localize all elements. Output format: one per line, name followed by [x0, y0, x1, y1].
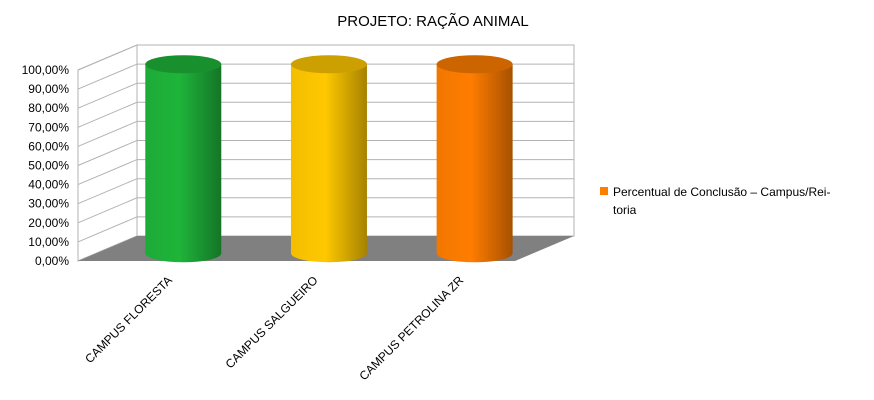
gridline: [77, 159, 574, 186]
legend-label-line-1: Percentual de Conclusão – Campus/Rei-: [613, 185, 830, 199]
legend-swatch: [600, 187, 608, 195]
x-axis: CAMPUS FLORESTA CAMPUS SALGUEIRO CAMPUS PE…: [82, 273, 466, 383]
y-tick-label: 0,00%: [35, 254, 69, 268]
legend: Percentual de Conclusão – Campus/Rei- to…: [600, 185, 830, 217]
gridline: [77, 197, 574, 224]
gridline: [77, 44, 574, 71]
y-tick-label: 60,00%: [28, 139, 69, 153]
y-axis: 0,00% 10,00% 20,00% 30,00% 40,00% 50,00% 60,00…: [22, 63, 70, 268]
gridline: [77, 140, 574, 166]
y-tick-label: 10,00%: [28, 235, 69, 249]
bar-top: [290, 55, 367, 74]
y-tick-label: 30,00%: [28, 197, 69, 211]
bar-3: [436, 55, 513, 263]
y-tick-label: 80,00%: [28, 101, 69, 115]
y-tick-label: 70,00%: [28, 120, 69, 134]
gridline: [77, 216, 574, 243]
x-category-label: CAMPUS SALGUEIRO: [223, 273, 321, 371]
bar-body: [290, 64, 367, 263]
bar-1: [145, 55, 222, 263]
y-tick-label: 20,00%: [28, 216, 69, 230]
gridline: [77, 101, 574, 128]
legend-label-line-2: toria: [613, 203, 637, 217]
y-tick-label: 100,00%: [22, 63, 70, 77]
x-category-label: CAMPUS FLORESTA: [82, 273, 175, 366]
gridline: [77, 120, 574, 147]
x-category-label: CAMPUS PETROLINA ZR: [356, 273, 466, 383]
gridline: [77, 63, 574, 90]
bars: [145, 55, 513, 263]
bar-2: [290, 55, 367, 263]
bar-body: [436, 64, 513, 263]
y-tick-label: 50,00%: [28, 159, 69, 173]
bar-top: [145, 55, 222, 74]
gridline: [77, 82, 574, 109]
bar-body: [145, 64, 222, 263]
gridline: [77, 178, 574, 205]
y-tick-label: 40,00%: [28, 178, 69, 192]
chart-title: PROJETO: RAÇÃO ANIMAL: [337, 13, 528, 30]
bar-top: [436, 55, 513, 74]
y-tick-label: 90,00%: [28, 82, 69, 96]
